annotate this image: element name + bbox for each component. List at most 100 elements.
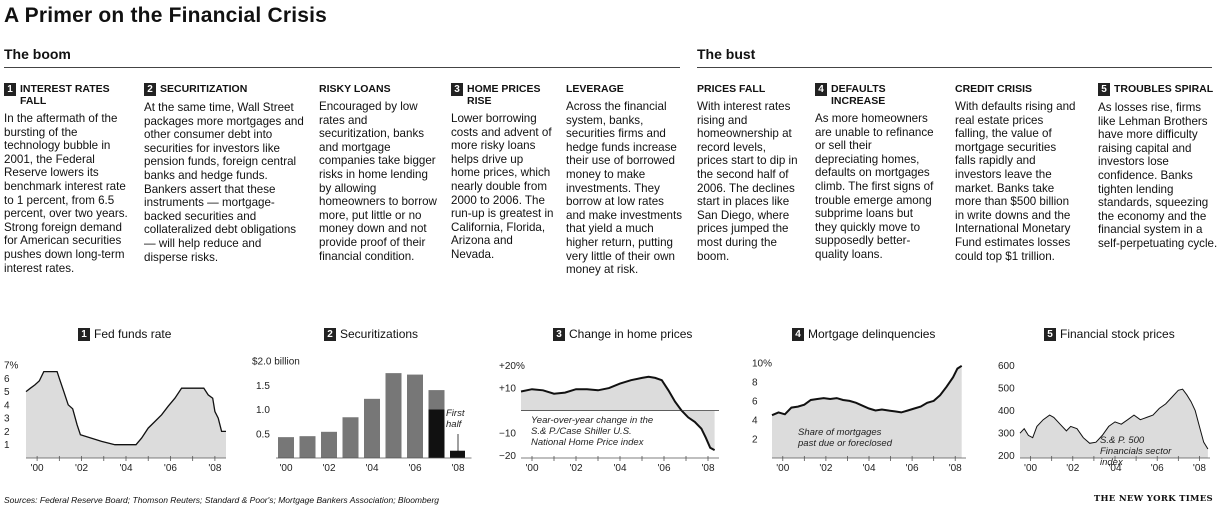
y-tick-label: 200 xyxy=(998,451,1015,462)
x-tick-label: '08 xyxy=(1193,463,1206,474)
y-tick-label: 1.0 xyxy=(256,405,270,416)
series-line xyxy=(771,364,963,417)
column-body: As losses rise, firms like Lehman Brothe… xyxy=(1098,101,1218,250)
column-heading: 3 HOME PRICES RISE xyxy=(451,83,555,107)
note-line: past due or foreclosed xyxy=(797,438,893,449)
x-tick-label: '06 xyxy=(906,463,919,474)
series-area xyxy=(521,376,715,451)
column-heading-text: SECURITIZATION xyxy=(160,83,248,95)
x-tick-label: '02 xyxy=(322,463,335,474)
y-tick-label: −10 xyxy=(499,429,516,440)
column-5: LEVERAGE Across the financial system, ban… xyxy=(566,83,682,277)
chart-title-text: Change in home prices xyxy=(569,327,693,341)
x-tick-label: '00 xyxy=(1024,463,1037,474)
x-tick-label: '02 xyxy=(1066,463,1079,474)
bar xyxy=(364,398,380,458)
section-bust-rule xyxy=(697,67,1212,68)
annotation-first-half: First half xyxy=(446,408,465,430)
column-heading: RISKY LOANS xyxy=(319,83,437,95)
series-line xyxy=(1019,388,1209,450)
column-heading: LEVERAGE xyxy=(566,83,682,95)
series-area xyxy=(26,371,226,458)
x-tick-label: '08 xyxy=(451,463,464,474)
x-tick-label: '00 xyxy=(525,463,538,474)
chart-number-badge: 4 xyxy=(792,327,804,341)
bar xyxy=(407,374,423,458)
y-tick-label: −20 xyxy=(499,451,516,462)
y-tick-label: 10% xyxy=(752,358,772,369)
column-body: With defaults rising and real estate pri… xyxy=(955,100,1076,263)
column-8: CREDIT CRISIS With defaults rising and re… xyxy=(955,83,1078,263)
chart-title: 3 Change in home prices xyxy=(553,327,692,341)
series-line xyxy=(25,370,226,446)
chart-fed-funds-rate: 1 Fed funds rate 7% 6 5 4 3 2 1 '00 '02 '04 '06 '08 xyxy=(4,323,230,474)
column-heading: CREDIT CRISIS xyxy=(955,83,1078,95)
bar-first-half xyxy=(428,409,445,458)
column-heading-text: INTEREST RATES FALL xyxy=(20,83,110,107)
x-tick-label: '04 xyxy=(613,463,626,474)
x-tick-label: '06 xyxy=(408,463,421,474)
y-tick-label: 400 xyxy=(998,406,1015,417)
y-tick-label: 3 xyxy=(4,414,10,425)
x-tick-label: '08 xyxy=(949,463,962,474)
page-title: A Primer on the Financial Crisis xyxy=(4,4,328,27)
y-tick-label: 8 xyxy=(752,377,758,388)
chart-note: Share of mortgages past due or foreclosed xyxy=(797,427,893,449)
chart-number-badge: 2 xyxy=(324,327,336,341)
chart-svg: 600 500 400 300 200 '00 '02 '04 '06 '08 S.& P. 500… xyxy=(998,361,1210,474)
step-number-badge: 4 xyxy=(815,83,827,96)
column-heading-text: RISKY LOANS xyxy=(319,83,391,95)
x-tick-label: '02 xyxy=(819,463,832,474)
y-tick-label: +20% xyxy=(499,361,525,372)
y-tick-label: 6 xyxy=(752,396,758,407)
y-tick-label: 2 xyxy=(4,427,10,438)
column-6: PRICES FALL With interest rates rising an… xyxy=(697,83,800,263)
chart-number-badge: 1 xyxy=(78,327,90,341)
column-9: 5 TROUBLES SPIRAL As losses rise, firms li… xyxy=(1098,83,1219,251)
column-heading-text: TROUBLES SPIRAL xyxy=(1114,83,1214,95)
note-line: National Home Price index xyxy=(531,437,645,448)
note-line: index xyxy=(1100,457,1124,468)
column-heading: 2 SECURITIZATION xyxy=(144,83,304,96)
column-body: At the same time, Wall Street packages m… xyxy=(144,101,304,264)
y-tick-label: $2.0 billion xyxy=(252,357,300,368)
y-tick-label: 600 xyxy=(998,361,1015,372)
column-4: 3 HOME PRICES RISE Lower borrowing costs a… xyxy=(451,83,555,262)
y-tick-label: 500 xyxy=(998,384,1015,395)
step-number-badge: 5 xyxy=(1098,83,1110,96)
section-boom: The boom xyxy=(4,46,71,62)
chart-home-prices: 3 Change in home prices +20% +10 −10 −20 '00 '0… xyxy=(497,323,723,474)
column-heading-text: HOME PRICES RISE xyxy=(467,83,541,107)
step-number-badge: 1 xyxy=(4,83,16,96)
x-tick-label: '08 xyxy=(701,463,714,474)
section-bust: The bust xyxy=(697,46,756,62)
section-boom-rule xyxy=(4,67,680,68)
series-area xyxy=(772,365,962,458)
series-area xyxy=(1020,389,1208,458)
bar xyxy=(278,437,294,458)
chart-note: S.& P. 500 Financials sector index xyxy=(1100,435,1172,468)
note-line: S.& P./Case Shiller U.S. xyxy=(531,426,632,437)
y-tick-label: 4 xyxy=(752,415,758,426)
y-tick-label: +10 xyxy=(499,384,516,395)
note-line: Share of mortgages xyxy=(798,427,882,438)
chart-title: 1 Fed funds rate xyxy=(78,327,171,341)
x-tick-label: '06 xyxy=(1151,463,1164,474)
x-tick-label: '04 xyxy=(365,463,378,474)
y-tick-label: 1 xyxy=(4,440,10,451)
series-line xyxy=(520,375,716,451)
column-heading-text: DEFAULTS INCREASE xyxy=(831,83,886,107)
step-number-badge: 2 xyxy=(144,83,156,96)
column-7: 4 DEFAULTS INCREASE As more homeowners are… xyxy=(815,83,937,262)
bar xyxy=(299,436,316,458)
column-heading-text: LEVERAGE xyxy=(566,83,624,95)
chart-svg: 7% 6 5 4 3 2 1 '00 '02 '04 '06 '08 xyxy=(4,360,226,474)
note-line: Financials sector xyxy=(1100,446,1172,457)
column-body: As more homeowners are unable to refinan… xyxy=(815,112,934,261)
column-heading: PRICES FALL xyxy=(697,83,800,95)
note-line: Year-over-year change in the xyxy=(531,415,653,426)
x-tick-label: '04 xyxy=(862,463,875,474)
note-line: First xyxy=(446,408,465,419)
y-tick-label: 4 xyxy=(4,400,10,411)
sources-note: Sources: Federal Reserve Board; Thomson … xyxy=(4,495,440,505)
